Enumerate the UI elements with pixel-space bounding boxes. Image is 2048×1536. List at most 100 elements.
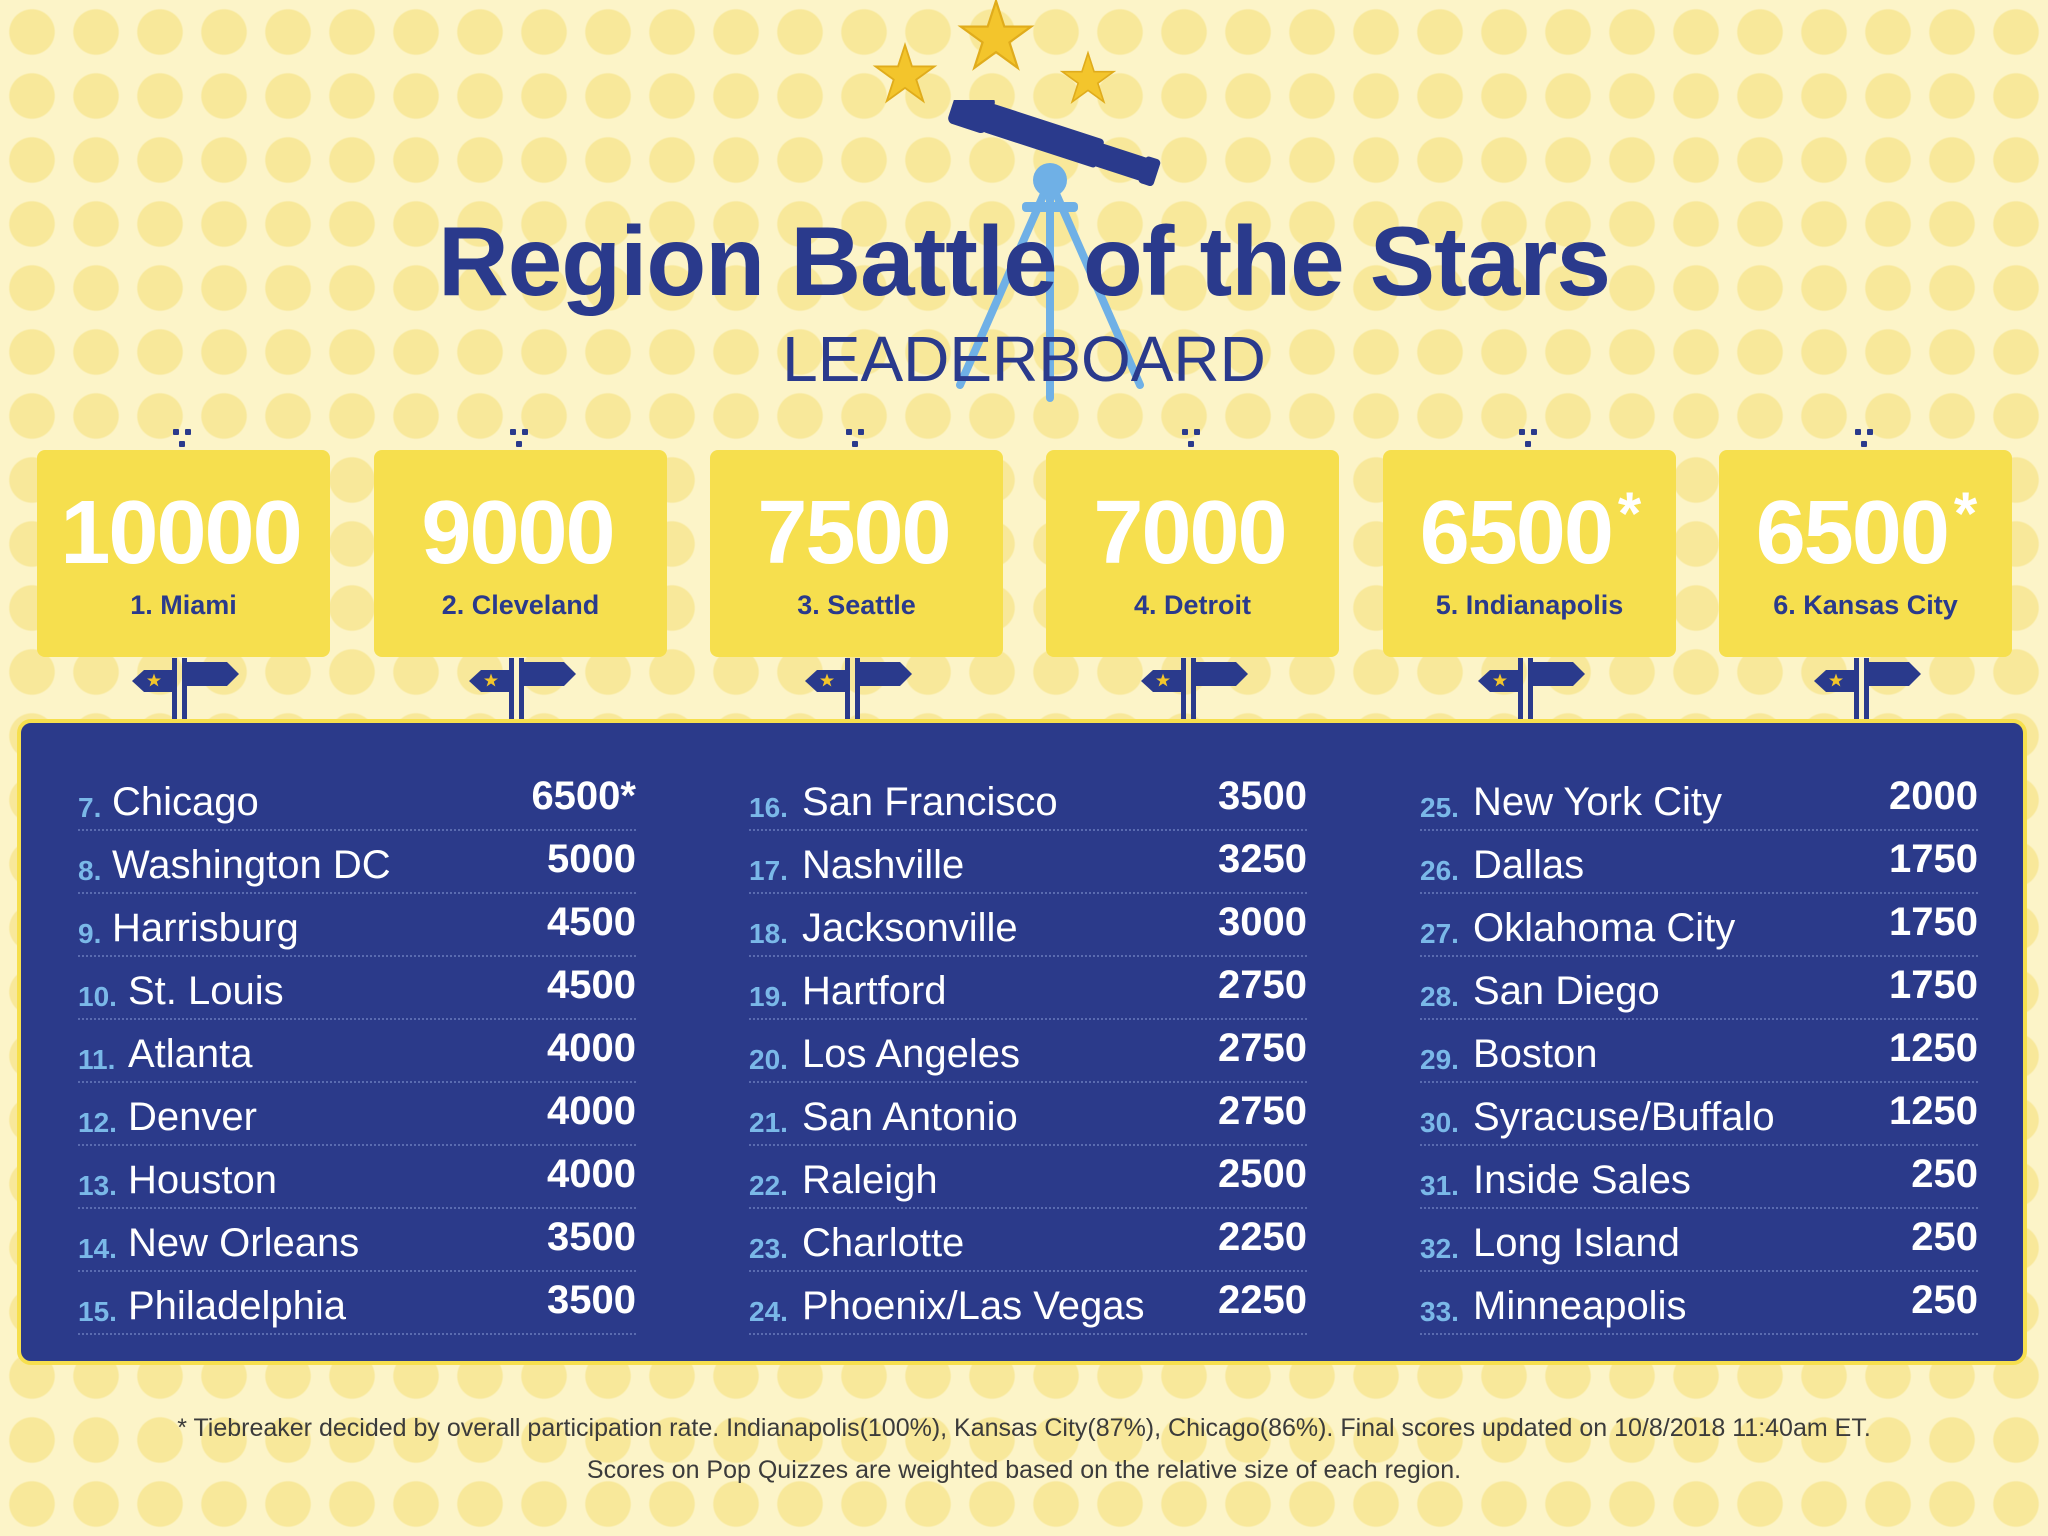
row-city: Dallas — [1473, 843, 1585, 887]
leaderboard-row: 14. New Orleans 3500 — [78, 1209, 636, 1272]
row-city: Inside Sales — [1473, 1158, 1691, 1202]
leaderboard-row: 21. San Antonio 2750 — [749, 1083, 1307, 1146]
leaderboard-row: 11. Atlanta 4000 — [78, 1020, 636, 1083]
row-city: Oklahoma City — [1473, 906, 1736, 950]
row-rank: 14. — [78, 1233, 117, 1264]
star-icon — [876, 45, 935, 101]
leaderboard-row: 20. Los Angeles 2750 — [749, 1020, 1307, 1083]
card-score-value: 10000 — [60, 483, 302, 583]
row-score: 2750 — [1218, 963, 1307, 1007]
card-region-name: 4. Detroit — [1133, 590, 1252, 620]
leaderboard-row: 27. Oklahoma City 1750 — [1420, 894, 1978, 957]
signpost-icon — [805, 658, 912, 720]
row-city: Boston — [1473, 1032, 1598, 1076]
leaderboard-row: 26. Dallas 1750 — [1420, 831, 1978, 894]
leaderboard-row: 8. Washington DC 5000 — [78, 831, 636, 894]
top-card: 7000 4. Detroit — [1046, 420, 1339, 720]
telescope-icon — [948, 100, 1161, 402]
row-score: 6500* — [531, 774, 636, 818]
row-score: 1250 — [1889, 1026, 1978, 1070]
leaderboard-row: 17. Nashville 3250 — [749, 831, 1307, 894]
row-score: 250 — [1911, 1215, 1978, 1259]
row-score: 4000 — [547, 1152, 636, 1196]
row-score: 1750 — [1889, 900, 1978, 944]
card-score: 10000 — [37, 488, 330, 578]
leaderboard-row: 19. Hartford 2750 — [749, 957, 1307, 1020]
leaderboard-row: 32. Long Island 250 — [1420, 1209, 1978, 1272]
row-rank: 32. — [1420, 1233, 1459, 1264]
row-score: 2750 — [1218, 1026, 1307, 1070]
top-card: 9000 2. Cleveland — [374, 420, 667, 720]
row-city: St. Louis — [128, 969, 284, 1013]
signpost-icon — [132, 658, 239, 720]
row-score: 250 — [1911, 1152, 1978, 1196]
top-card: 10000 1. Miami — [37, 420, 330, 720]
row-city: Jacksonville — [802, 906, 1018, 950]
row-city: Raleigh — [802, 1158, 938, 1202]
leaderboard-row: 16. San Francisco 3500 — [749, 768, 1307, 831]
row-rank: 30. — [1420, 1107, 1459, 1138]
pin-icon — [1519, 429, 1541, 449]
card-score-value: 9000 — [421, 483, 615, 583]
card-score-value: 6500 — [1419, 483, 1614, 583]
row-city: Long Island — [1473, 1221, 1680, 1265]
row-score: 250 — [1911, 1278, 1978, 1322]
row-score: 4000 — [547, 1026, 636, 1070]
leaderboard-row: 31. Inside Sales 250 — [1420, 1146, 1978, 1209]
card-score-value: 6500 — [1755, 483, 1950, 583]
row-city: Nashville — [802, 843, 965, 887]
pin-icon — [1182, 429, 1204, 449]
row-score: 4000 — [547, 1089, 636, 1133]
card-region-name: 5. Indianapolis — [1435, 590, 1624, 620]
row-city: Philadelphia — [128, 1284, 346, 1328]
row-city: Chicago — [112, 780, 259, 824]
top-card: 6500 * 5. Indianapolis — [1383, 420, 1676, 720]
pin-icon — [1855, 429, 1877, 449]
leaderboard-row: 18. Jacksonville 3000 — [749, 894, 1307, 957]
row-score: 3250 — [1218, 837, 1307, 881]
row-rank: 7. — [78, 792, 102, 823]
row-score: 3500 — [547, 1215, 636, 1259]
top-card: 6500 * 6. Kansas City — [1719, 420, 2012, 720]
row-rank: 11. — [78, 1044, 116, 1075]
signpost-icon — [1814, 658, 1921, 720]
card-score: 9000 — [374, 488, 667, 578]
row-rank: 15. — [78, 1296, 117, 1327]
row-city: Minneapolis — [1473, 1284, 1687, 1328]
signpost-icon — [1478, 658, 1585, 720]
footnote-weighting: Scores on Pop Quizzes are weighted based… — [586, 1456, 1462, 1484]
card-score-value: 7500 — [757, 483, 951, 583]
leaderboard-row: 24. Phoenix/Las Vegas 2250 — [749, 1272, 1307, 1335]
row-rank: 17. — [749, 855, 788, 886]
row-rank: 13. — [78, 1170, 117, 1201]
row-city: New York City — [1473, 780, 1722, 824]
row-rank: 28. — [1420, 981, 1459, 1012]
row-score: 1750 — [1889, 963, 1978, 1007]
row-score: 1250 — [1889, 1089, 1978, 1133]
card-region-name: 6. Kansas City — [1773, 590, 1958, 620]
row-rank: 20. — [749, 1044, 788, 1075]
row-city: San Diego — [1473, 969, 1660, 1013]
signpost-icon — [469, 658, 576, 720]
card-region-name: 3. Seattle — [797, 590, 916, 620]
card-region-name: 1. Miami — [130, 590, 237, 620]
leaderboard-row: 9. Harrisburg 4500 — [78, 894, 636, 957]
page-title: Region Battle of the Stars — [438, 206, 1611, 316]
row-score: 2500 — [1218, 1152, 1307, 1196]
signboard: 6500 * 6. Kansas City — [1719, 450, 2012, 657]
leaderboard-row: 28. San Diego 1750 — [1420, 957, 1978, 1020]
leaderboard-row: 10. St. Louis 4500 — [78, 957, 636, 1020]
row-score: 2000 — [1889, 774, 1978, 818]
pin-icon — [173, 429, 195, 449]
row-rank: 18. — [749, 918, 788, 949]
pin-icon — [510, 429, 532, 449]
row-score: 3500 — [547, 1278, 636, 1322]
row-city: Atlanta — [128, 1032, 253, 1076]
row-city: San Francisco — [802, 780, 1058, 824]
leaderboard-row: 22. Raleigh 2500 — [749, 1146, 1307, 1209]
row-score: 4500 — [547, 900, 636, 944]
row-rank: 12. — [78, 1107, 117, 1138]
leaderboard-panel: 7. Chicago 6500* 8. Washington DC 5000 9. Har… — [17, 719, 2027, 1365]
row-rank: 10. — [78, 981, 117, 1012]
row-rank: 16. — [749, 792, 788, 823]
